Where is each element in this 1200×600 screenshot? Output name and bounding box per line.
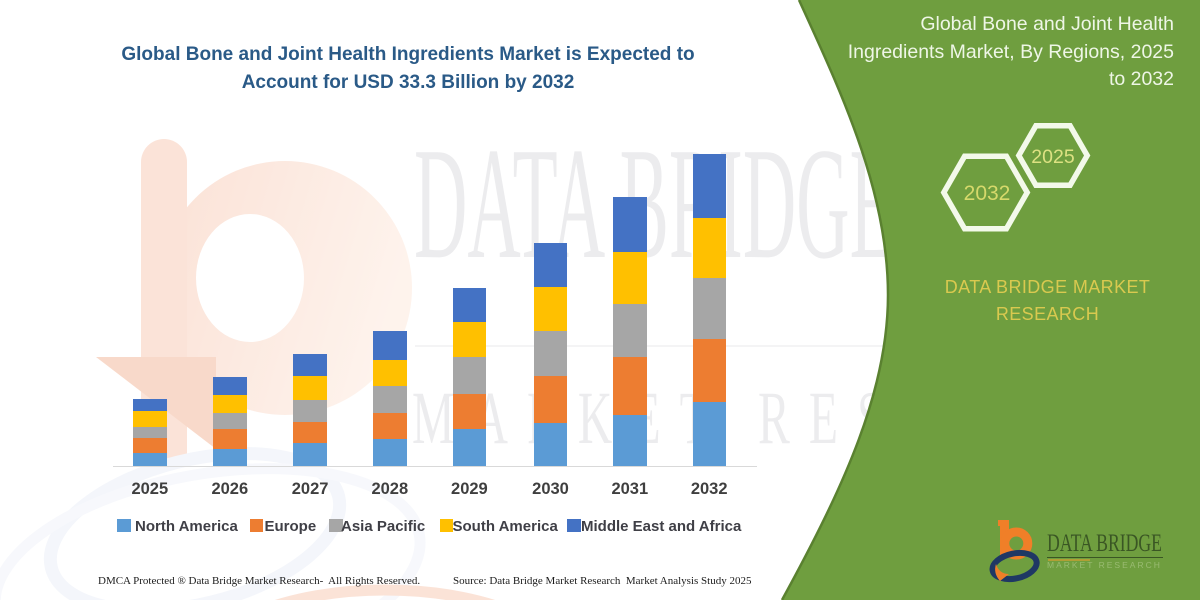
- svg-text:2032: 2032: [964, 182, 1011, 205]
- svg-text:2025: 2025: [1031, 146, 1075, 168]
